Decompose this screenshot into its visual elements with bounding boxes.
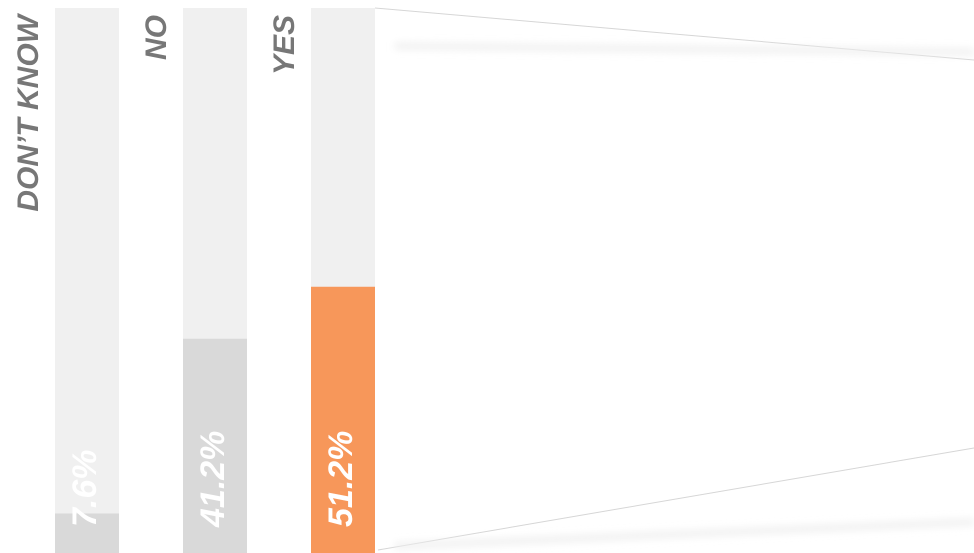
category-label: YES (268, 15, 301, 75)
bar (55, 513, 119, 553)
panel-shadow (394, 519, 974, 549)
bar (183, 338, 247, 553)
value-label: 41.2% (194, 431, 232, 528)
value-label: 7.6% (66, 450, 104, 528)
value-label: 51.2% (322, 431, 360, 527)
panel-shape (375, 8, 974, 550)
panel-edge (377, 447, 974, 551)
bar-track (55, 8, 119, 553)
bar (311, 286, 375, 553)
side-panel (374, 7, 974, 551)
panel-shadow (394, 43, 974, 55)
category-label: NO (140, 15, 173, 60)
category-label: DON’T KNOW (12, 12, 45, 211)
